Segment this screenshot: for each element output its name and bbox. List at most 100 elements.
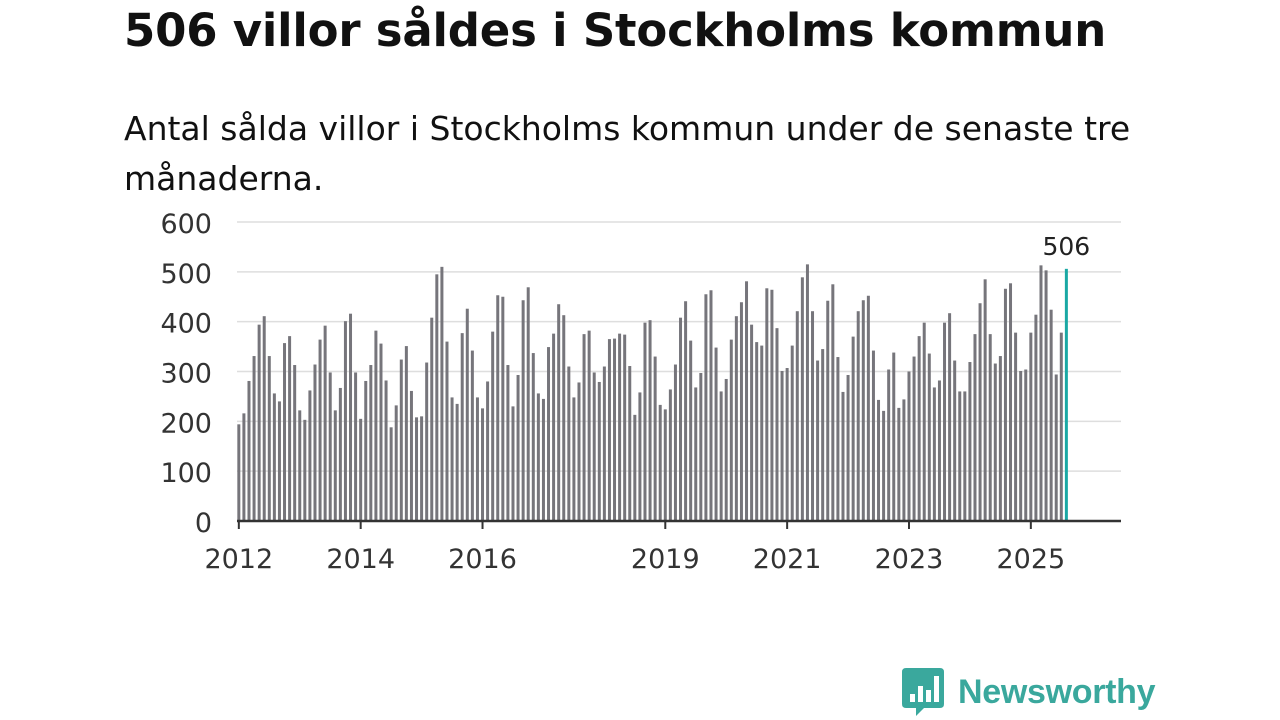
x-tick-label: 2012: [204, 544, 273, 575]
bar: [734, 316, 738, 521]
bar: [755, 342, 759, 521]
bar: [1054, 374, 1058, 521]
bar: [790, 345, 794, 521]
bar: [978, 303, 982, 521]
bar: [932, 387, 936, 521]
bar: [882, 410, 886, 521]
bar: [968, 362, 972, 521]
bar: [795, 311, 799, 521]
bar: [785, 368, 789, 521]
bar: [460, 333, 464, 521]
bar: [1029, 332, 1033, 521]
bar: [364, 380, 368, 521]
bar: [877, 399, 881, 521]
bar: [618, 333, 622, 521]
bar: [486, 381, 490, 521]
bar: [313, 364, 317, 521]
bar: [714, 347, 718, 521]
bar: [689, 340, 693, 521]
bar: [953, 360, 957, 521]
bar: [704, 294, 708, 521]
bar: [496, 295, 500, 521]
bar: [668, 389, 672, 521]
bar: [354, 372, 358, 521]
bar: [648, 320, 652, 521]
bar: [455, 403, 459, 521]
bar: [582, 334, 586, 521]
bar: [506, 365, 510, 521]
y-tick-label: 200: [160, 408, 212, 439]
bar: [948, 313, 952, 521]
bar: [1019, 371, 1023, 521]
bar: [963, 391, 967, 521]
bar: [917, 336, 921, 521]
bar: [247, 380, 251, 521]
bar: [633, 414, 637, 521]
bar: [318, 339, 322, 521]
x-tick-label: 2025: [996, 544, 1065, 575]
bar: [420, 416, 424, 521]
bar: [988, 334, 992, 521]
y-axis-labels: 0 100 200 300 400 500 600: [160, 209, 212, 539]
bar: [861, 300, 865, 521]
bar: [323, 325, 327, 521]
bar: [531, 353, 535, 521]
bar: [470, 350, 474, 521]
page-title: 506 villor såldes i Stockholms kommun: [124, 4, 1107, 57]
bar: [607, 339, 611, 521]
bar: [547, 347, 551, 521]
x-axis-labels: 2012 2014 2016 2019 2021 2023 2025: [204, 521, 1065, 575]
bar: [770, 289, 774, 521]
bar-chart-bubble-icon: [902, 668, 944, 716]
bar: [242, 413, 246, 521]
bar: [922, 322, 926, 521]
bar: [709, 290, 713, 521]
x-tick-label: 2016: [448, 544, 517, 575]
bar: [745, 281, 749, 521]
y-tick-label: 100: [160, 458, 212, 489]
bar: [841, 391, 845, 521]
bar: [577, 382, 581, 521]
bar: [526, 287, 530, 521]
bar: [821, 349, 825, 521]
bar: [435, 274, 439, 521]
bar: [643, 322, 647, 521]
bar: [552, 333, 556, 521]
annotation: 506: [1043, 232, 1091, 261]
y-tick-label: 600: [160, 209, 212, 240]
bar: [638, 392, 642, 521]
bar: [1044, 270, 1048, 521]
bar: [293, 365, 297, 521]
bar: [369, 365, 373, 521]
bar: [1014, 332, 1018, 521]
bar: [252, 356, 256, 521]
bar: [237, 424, 241, 521]
bar: [602, 366, 606, 521]
bar: [856, 311, 860, 521]
bar: [288, 336, 292, 521]
bar: [572, 397, 576, 521]
bar: [374, 330, 378, 521]
bar: [831, 284, 835, 521]
bar: [475, 397, 479, 521]
bar: [658, 404, 662, 521]
bar: [389, 427, 393, 521]
bar: [724, 378, 728, 521]
bar: [379, 343, 383, 521]
bar: [567, 366, 571, 521]
bar: [501, 296, 505, 521]
bar: [816, 360, 820, 521]
bar: [826, 300, 830, 521]
bar: [343, 321, 347, 521]
bar: [298, 410, 302, 521]
y-tick-label: 500: [160, 259, 212, 290]
bar: [679, 317, 683, 521]
bar: [760, 345, 764, 521]
value-label: 506: [1043, 232, 1091, 261]
bar: [450, 397, 454, 521]
bar: [415, 417, 419, 521]
bar: [349, 313, 353, 521]
bar: [272, 393, 276, 521]
x-tick-label: 2019: [631, 544, 700, 575]
bar: [866, 295, 870, 521]
